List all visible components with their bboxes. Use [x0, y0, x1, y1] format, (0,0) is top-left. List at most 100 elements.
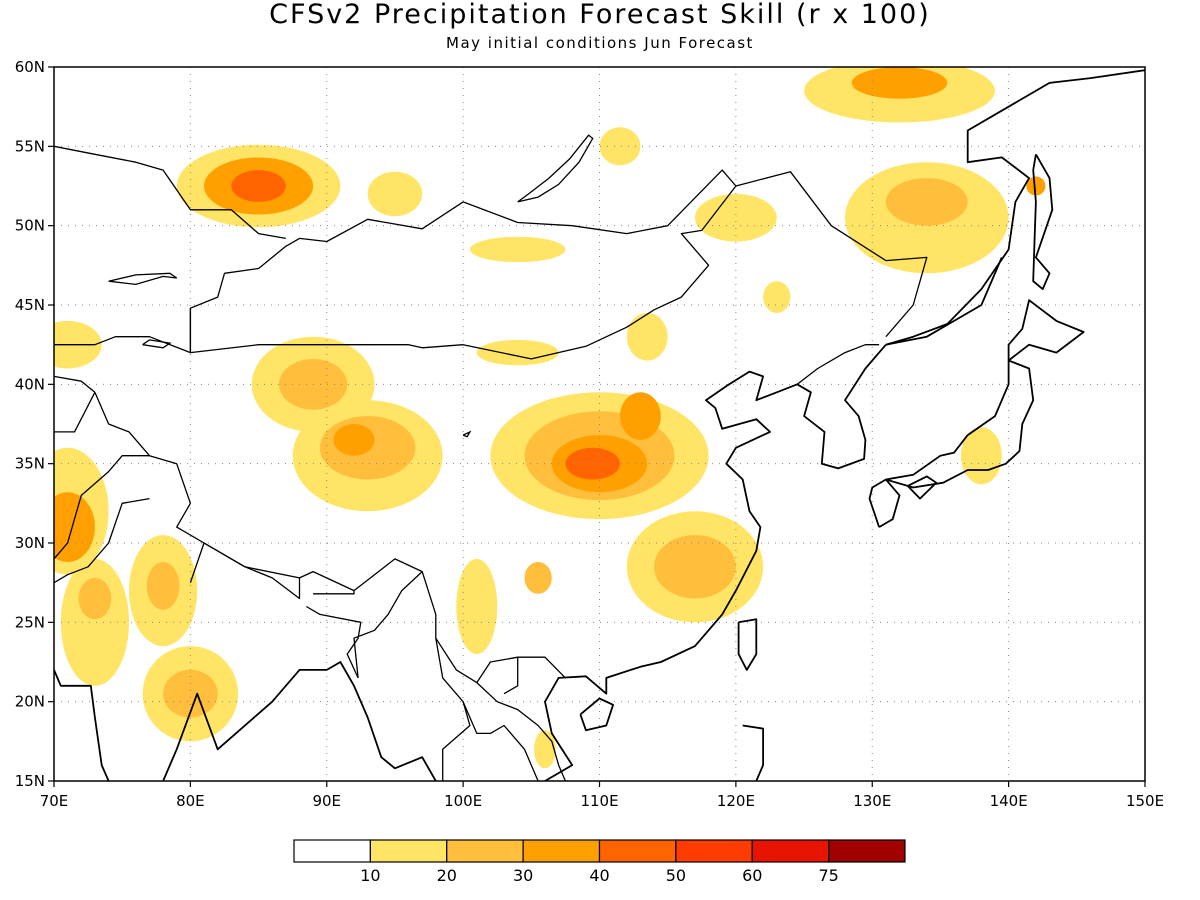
boundary-line [54, 375, 96, 393]
skill-region [654, 535, 736, 599]
boundary-line [476, 682, 566, 781]
boundary-line [503, 657, 519, 695]
lat-tick-label: 20N [15, 693, 45, 711]
colorbar-swatch [598, 839, 677, 863]
lake-outline [142, 339, 172, 349]
lon-tick-label: 70E [40, 792, 69, 810]
coastline [885, 69, 1145, 346]
boundary-line [189, 169, 737, 360]
boundary-line [94, 392, 566, 684]
colorbar-label: 50 [666, 866, 686, 885]
axis-ticks: 70E 80E 90E 100E 110E 120E 130E 140E 150E 15N 20N 2… [15, 58, 1164, 810]
lat-tick-label: 40N [15, 375, 45, 393]
lon-tick-label: 130E [853, 792, 891, 810]
chart-subtitle: May initial conditions Jun Forecast [446, 34, 754, 52]
lat-tick-label: 35N [15, 455, 45, 473]
colorbar-swatch [828, 839, 906, 863]
boundary-line [796, 344, 880, 385]
colorbar-swatch [751, 839, 830, 863]
lon-tick-label: 100E [444, 792, 482, 810]
coastline [1032, 153, 1054, 291]
coastline [868, 478, 901, 528]
skill-region [456, 558, 498, 655]
skill-region [885, 178, 968, 226]
lat-tick-label: 45N [15, 296, 45, 314]
skill-region [78, 577, 112, 620]
coastline [544, 370, 798, 781]
skill-region [851, 67, 948, 99]
colorbar-label: 40 [589, 866, 609, 885]
coastline [579, 697, 614, 732]
lon-tick-label: 150E [1126, 792, 1164, 810]
skill-fill-layer [54, 67, 1046, 769]
coastline [885, 359, 1035, 489]
lon-tick-label: 90E [312, 792, 341, 810]
colorbar-label: 75 [818, 866, 838, 885]
boundary-line [353, 571, 423, 678]
boundary-line [54, 455, 150, 560]
lon-tick-label: 140E [990, 792, 1028, 810]
skill-region [1026, 176, 1046, 196]
colorbar-swatch [675, 839, 753, 863]
skill-region [163, 669, 218, 718]
lat-tick-label: 30N [15, 534, 45, 552]
coastline [907, 475, 938, 500]
skill-region [694, 193, 777, 242]
lon-tick-label: 120E [717, 792, 755, 810]
skill-region [599, 127, 641, 166]
lat-tick-label: 25N [15, 613, 45, 631]
lat-tick-label: 55N [15, 137, 45, 155]
boundary-line [54, 497, 150, 584]
colorbar: 10 20 30 40 50 60 75 [293, 839, 906, 885]
colorbar-swatch [446, 839, 524, 863]
chart-title: CFSv2 Precipitation Forecast Skill (r x … [269, 0, 931, 30]
colorbar-swatch [293, 839, 371, 863]
coastline [54, 653, 55, 655]
skill-region [763, 281, 791, 313]
skill-region [333, 424, 375, 456]
coastline [737, 618, 758, 671]
boundary-line [54, 145, 286, 240]
colorbar-label: 10 [360, 866, 380, 885]
coastline [1007, 299, 1085, 362]
boundary-line [313, 590, 355, 595]
lat-tick-label: 50N [15, 217, 45, 235]
colorbar-label: 60 [742, 866, 762, 885]
coastline [796, 344, 887, 470]
colorbar-swatch [369, 839, 448, 863]
boundary-line [435, 638, 471, 781]
skill-region [54, 492, 95, 563]
lat-tick-label: 60N [15, 58, 45, 76]
boundary-line [54, 392, 96, 433]
skill-region [146, 562, 180, 610]
colorbar-label: 30 [513, 866, 533, 885]
lon-tick-label: 80E [176, 792, 205, 810]
lon-tick-label: 110E [580, 792, 618, 810]
boundary-line [54, 308, 192, 354]
coastline [885, 257, 1003, 346]
lake-outline [108, 272, 178, 286]
skill-region [626, 312, 668, 361]
boundary-line [735, 171, 928, 338]
skill-region [469, 236, 566, 263]
colorbar-label: 20 [437, 866, 457, 885]
colorbar-swatch [522, 839, 601, 863]
skill-region [476, 339, 559, 366]
lake-outline [462, 430, 472, 438]
skill-region [524, 562, 552, 594]
skill-region [565, 447, 620, 480]
boundary-line [189, 542, 301, 600]
boundary-line [462, 701, 539, 781]
coastline [742, 724, 764, 781]
skill-region [60, 558, 130, 686]
lat-tick-label: 15N [15, 772, 45, 790]
coastline [162, 661, 437, 781]
skill-region [231, 170, 286, 202]
boundary-line [305, 605, 362, 679]
lake-outline [517, 134, 594, 203]
coastline [54, 669, 110, 781]
skill-region [619, 392, 661, 440]
skill-region [367, 171, 423, 217]
coastline-layer [54, 69, 1145, 781]
